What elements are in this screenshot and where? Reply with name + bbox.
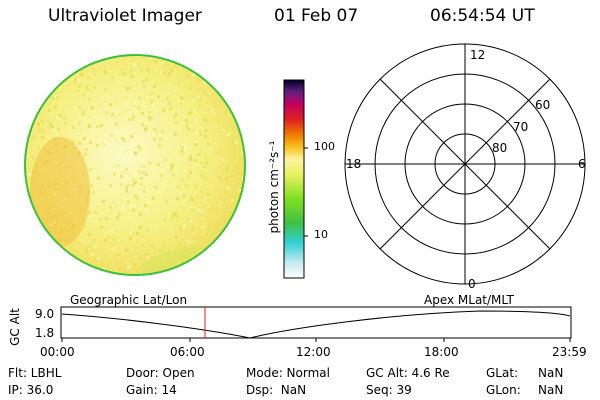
lat-label-80: 80: [492, 141, 508, 155]
colorbar-tick-10: 10: [314, 228, 328, 241]
glon-value: NaN: [538, 383, 564, 397]
glat-label: GLat:: [486, 366, 519, 380]
mlt-label-0: 0: [468, 277, 476, 291]
colorbar: [283, 79, 308, 279]
gc-alt-status: GC Alt: 4.6 Re: [366, 366, 450, 380]
timeline-x-tick: 18:00: [424, 345, 459, 359]
colorbar-unit-label: photon cm⁻²s⁻¹: [267, 140, 281, 234]
time-label: 06:54:54 UT: [430, 6, 535, 26]
instrument-title: Ultraviolet Imager: [48, 6, 202, 26]
ip-status: IP: 36.0: [8, 383, 54, 397]
mode-status: Mode: Normal: [246, 366, 330, 380]
gain-status: Gain: 14: [126, 383, 177, 397]
date-label: 01 Feb 07: [274, 6, 359, 26]
lat-label-60: 60: [535, 98, 551, 112]
timeline-left-label: Geographic Lat/Lon: [70, 293, 188, 307]
timeline-y-bottom: 1.8: [35, 326, 55, 340]
timeline-x-tick: 12:00: [296, 345, 331, 359]
timeline-x-tick: 06:00: [170, 345, 205, 359]
mlt-label-18: 18: [346, 157, 362, 171]
mlt-label-12: 12: [470, 48, 486, 62]
timeline-x-tick: 23:59: [552, 345, 587, 359]
seq-status: Seq: 39: [366, 383, 412, 397]
glon-label: GLon:: [486, 383, 521, 397]
mlt-label-6: 6: [578, 157, 586, 171]
timeline-axis-label: GC Alt: [8, 308, 22, 346]
timeline-x-tick: 00:00: [40, 345, 75, 359]
glat-value: NaN: [538, 366, 564, 380]
door-status: Door: Open: [126, 366, 195, 380]
disk-limb: [24, 54, 246, 276]
timeline-plot: [60, 306, 572, 342]
filter-status: Flt: LBHL: [8, 366, 62, 380]
lat-label-70: 70: [513, 120, 529, 134]
colorbar-tick-100: 100: [314, 140, 335, 153]
polar-grid: [344, 43, 586, 285]
uv-image-disk: [24, 54, 246, 276]
dsp-status: Dsp: NaN: [246, 383, 307, 397]
timeline-y-top: 9.0: [35, 307, 55, 321]
timeline-right-label: Apex MLat/MLT: [424, 293, 514, 307]
